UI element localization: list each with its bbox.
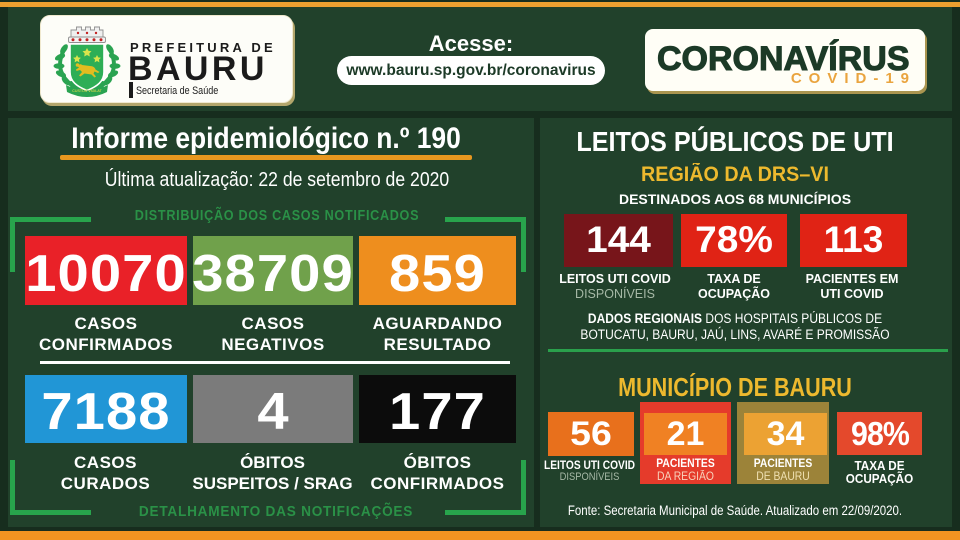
svg-text:CUSTOS VIGILAT: CUSTOS VIGILAT [72,89,102,93]
